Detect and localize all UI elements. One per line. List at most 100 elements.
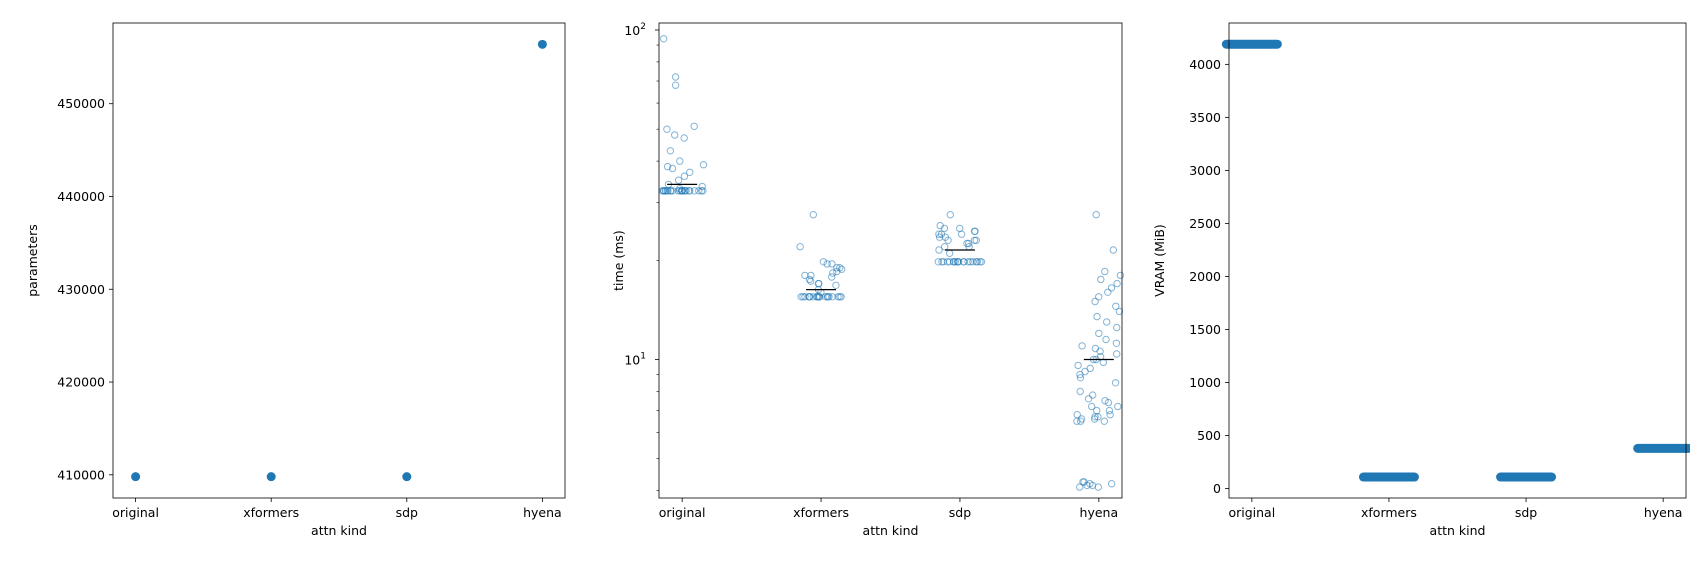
data-point-original <box>669 187 677 195</box>
data-point-original <box>676 157 684 165</box>
data-point-xformers <box>814 279 823 288</box>
data-point-xformers <box>805 275 814 284</box>
y-tick-label: 4000 <box>1189 57 1221 72</box>
data-point-hyena <box>1112 339 1121 347</box>
data-point-original <box>666 187 675 195</box>
data-point-original <box>663 162 672 171</box>
y-tick-label: 2000 <box>1189 269 1221 284</box>
data-point-original <box>686 168 694 177</box>
data-point-hyena <box>1100 417 1109 425</box>
data-point-sdp <box>969 258 977 266</box>
y-axis-label: VRAM (MiB) <box>1152 224 1167 297</box>
data-point-hyena <box>1093 406 1101 415</box>
data-point-xformers <box>801 271 809 280</box>
data-point-sdp <box>946 211 954 219</box>
data-point-sdp <box>971 227 979 236</box>
y-tick-label: 102 <box>624 22 646 38</box>
data-point-hyena <box>1076 374 1085 382</box>
data-point-original <box>660 35 668 43</box>
x-axis-label: attn kind <box>1430 523 1486 538</box>
x-tick-label-xformers: xformers <box>243 505 299 520</box>
data-point-sdp <box>956 224 964 233</box>
x-tick-label-sdp: sdp <box>949 505 971 520</box>
data-point-hyena <box>1114 402 1122 411</box>
data-point-original <box>680 172 689 180</box>
data-point-xformers <box>823 260 831 268</box>
x-tick-label-original: original <box>1228 505 1275 520</box>
data-point-hyena <box>1095 293 1103 301</box>
data-point-sdp <box>970 236 979 245</box>
data-point-original <box>680 134 688 142</box>
x-tick-label-hyena: hyena <box>523 505 562 520</box>
data-point-xformers <box>836 264 844 272</box>
data-point-hyena <box>1116 271 1125 280</box>
data-point-sdp <box>964 258 972 266</box>
data-point-xformers <box>797 293 805 301</box>
data-point-xformers <box>796 243 804 251</box>
data-point-hyena <box>1076 483 1084 491</box>
y-tick-label: 101 <box>624 352 646 368</box>
data-point-original <box>668 164 677 173</box>
data-point-sdp <box>950 258 958 266</box>
data-point-hyena <box>1101 397 1109 405</box>
data-point-hyena <box>1074 361 1082 370</box>
data-point-original <box>661 187 670 195</box>
data-band-original <box>1221 39 1282 49</box>
x-tick-label-sdp: sdp <box>1515 505 1537 520</box>
data-point-xformers <box>266 472 276 482</box>
data-point-xformers <box>834 293 842 301</box>
x-tick-label-original: original <box>659 505 706 520</box>
y-tick-label: 1000 <box>1189 375 1221 390</box>
data-point-hyena <box>1106 411 1114 419</box>
data-point-original <box>699 187 707 195</box>
data-band-sdp <box>1496 472 1557 482</box>
data-point-original <box>666 147 675 155</box>
panel-3: 0 500 1000 1500 2000 2500 3000 3500 4000 original… <box>1152 22 1690 538</box>
data-point-sdp <box>973 258 982 266</box>
data-point-xformers <box>837 293 845 301</box>
data-band-xformers <box>1358 472 1419 482</box>
data-point-hyena <box>1112 302 1120 310</box>
y-tick-label: 2500 <box>1189 216 1221 231</box>
data-point-xformers <box>838 265 846 273</box>
data-point-hyena <box>1105 406 1114 415</box>
y-axis-label: parameters <box>25 224 40 297</box>
y-tick-label: 410000 <box>57 467 105 482</box>
data-point-original <box>131 472 141 482</box>
y-tick-label: 3500 <box>1189 110 1221 125</box>
data-point-hyena <box>1113 279 1121 288</box>
data-point-sdp <box>939 258 948 266</box>
data-point-xformers <box>832 281 840 289</box>
data-point-sdp <box>977 258 986 266</box>
data-point-original <box>677 187 686 195</box>
y-tick-label: 420000 <box>57 375 105 390</box>
data-point-original <box>699 161 708 169</box>
data-point-xformers <box>828 260 836 268</box>
data-point-hyena <box>537 39 547 49</box>
data-point-original <box>681 187 689 195</box>
data-point-hyena <box>1097 275 1105 284</box>
data-point-sdp <box>963 239 971 248</box>
data-point-sdp <box>960 258 968 266</box>
data-point-hyena <box>1102 335 1110 344</box>
y-tick-label: 500 <box>1197 428 1221 443</box>
axes-frame <box>658 22 1123 499</box>
data-point-original <box>690 122 698 131</box>
x-axis-label: attn kind <box>863 523 919 538</box>
data-point-original <box>671 81 680 89</box>
data-point-hyena <box>1107 480 1116 488</box>
data-point-hyena <box>1077 415 1086 423</box>
data-point-sdp <box>402 472 412 482</box>
x-axis-label: attn kind <box>311 523 367 538</box>
x-tick-label-xformers: xformers <box>1361 505 1417 520</box>
data-point-xformers <box>833 264 841 272</box>
data-point-original <box>676 185 684 193</box>
data-point-hyena <box>1095 329 1103 338</box>
data-point-original <box>671 73 680 81</box>
data-point-xformers <box>807 277 815 285</box>
data-point-hyena <box>1111 379 1120 387</box>
data-point-hyena <box>1113 323 1121 332</box>
data-point-hyena <box>1113 350 1121 358</box>
data-point-xformers <box>809 293 817 301</box>
